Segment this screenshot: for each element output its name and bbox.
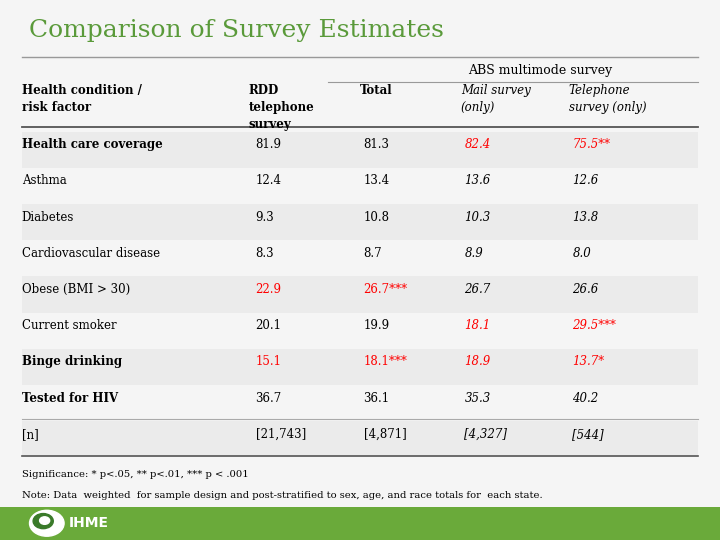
Text: Significance: * p<.05, ** p<.01, *** p < .001: Significance: * p<.05, ** p<.01, *** p <… [22, 470, 248, 479]
Text: 18.1: 18.1 [464, 319, 490, 332]
Text: 26.7***: 26.7*** [364, 283, 408, 296]
FancyBboxPatch shape [22, 421, 698, 457]
Text: 8.9: 8.9 [464, 247, 483, 260]
Text: 13.7*: 13.7* [572, 355, 605, 368]
Text: RDD
telephone
survey: RDD telephone survey [248, 84, 314, 131]
Text: 12.4: 12.4 [256, 174, 282, 187]
Text: IHME: IHME [69, 516, 109, 530]
Text: Diabetes: Diabetes [22, 211, 74, 224]
Text: Comparison of Survey Estimates: Comparison of Survey Estimates [29, 19, 444, 42]
Text: 81.9: 81.9 [256, 138, 282, 151]
Text: Telephone
survey (only): Telephone survey (only) [569, 84, 647, 114]
FancyBboxPatch shape [22, 132, 698, 168]
Text: 36.7: 36.7 [256, 392, 282, 404]
Text: 20.1: 20.1 [256, 319, 282, 332]
Text: Mail survey
(only): Mail survey (only) [461, 84, 531, 114]
Text: Obese (BMI > 30): Obese (BMI > 30) [22, 283, 130, 296]
Text: 75.5**: 75.5** [572, 138, 611, 151]
Text: 36.1: 36.1 [364, 392, 390, 404]
FancyBboxPatch shape [22, 204, 698, 240]
Text: Asthma: Asthma [22, 174, 66, 187]
Text: Health care coverage: Health care coverage [22, 138, 162, 151]
Text: [21,743]: [21,743] [256, 428, 306, 441]
Text: Cardiovascular disease: Cardiovascular disease [22, 247, 160, 260]
Text: [n]: [n] [22, 428, 38, 441]
Text: 18.1***: 18.1*** [364, 355, 408, 368]
Text: 8.7: 8.7 [364, 247, 382, 260]
Text: Binge drinking: Binge drinking [22, 355, 122, 368]
Text: 35.3: 35.3 [464, 392, 490, 404]
Text: 13.6: 13.6 [464, 174, 490, 187]
Text: 10.8: 10.8 [364, 211, 390, 224]
Text: 10.3: 10.3 [464, 211, 490, 224]
Text: 40.2: 40.2 [572, 392, 598, 404]
Text: 19.9: 19.9 [364, 319, 390, 332]
Text: ABS multimode survey: ABS multimode survey [468, 64, 612, 77]
Text: 13.4: 13.4 [364, 174, 390, 187]
Text: 18.9: 18.9 [464, 355, 490, 368]
Text: 26.7: 26.7 [464, 283, 490, 296]
Text: 82.4: 82.4 [464, 138, 490, 151]
Text: 12.6: 12.6 [572, 174, 598, 187]
Text: 15.1: 15.1 [256, 355, 282, 368]
Text: Final weights were ratio adjusted to  equalize the number of cases across states: Final weights were ratio adjusted to equ… [22, 512, 432, 521]
FancyBboxPatch shape [22, 349, 698, 385]
Text: 8.3: 8.3 [256, 247, 274, 260]
Text: [4,327]: [4,327] [464, 428, 508, 441]
Text: Current smoker: Current smoker [22, 319, 116, 332]
Circle shape [30, 510, 64, 536]
FancyBboxPatch shape [0, 507, 720, 540]
Text: 9.3: 9.3 [256, 211, 274, 224]
Text: 22.9: 22.9 [256, 283, 282, 296]
Text: Note: Data  weighted  for sample design and post-stratified to sex, age, and rac: Note: Data weighted for sample design an… [22, 491, 542, 501]
Circle shape [33, 514, 53, 529]
Circle shape [40, 517, 50, 524]
Text: 26.6: 26.6 [572, 283, 598, 296]
Text: 81.3: 81.3 [364, 138, 390, 151]
Text: [544]: [544] [572, 428, 604, 441]
Text: Total: Total [360, 84, 392, 97]
Text: 13.8: 13.8 [572, 211, 598, 224]
Text: 8.0: 8.0 [572, 247, 591, 260]
Text: [4,871]: [4,871] [364, 428, 406, 441]
Text: Tested for HIV: Tested for HIV [22, 392, 118, 404]
FancyBboxPatch shape [22, 276, 698, 313]
Text: Health condition /
risk factor: Health condition / risk factor [22, 84, 141, 114]
Text: 29.5***: 29.5*** [572, 319, 616, 332]
